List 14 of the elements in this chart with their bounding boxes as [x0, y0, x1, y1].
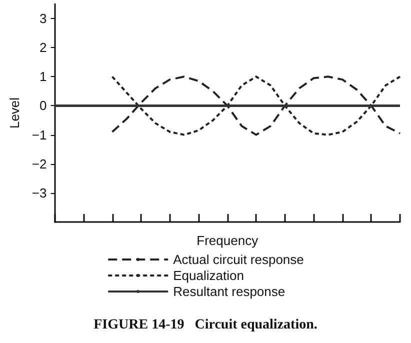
- y-tick-label: 2: [39, 40, 47, 56]
- y-tick-label: 3: [39, 11, 47, 26]
- text: FIGURE 14-19 Circuit equalization.: [94, 318, 318, 332]
- y-tick-label: −3: [32, 185, 47, 200]
- legend-label: Resultant response: [173, 284, 286, 299]
- y-tick-label: 0: [39, 98, 47, 114]
- y-axis-title: Level: [7, 97, 22, 129]
- x-axis-title: Frequency: [196, 233, 259, 248]
- y-tick-label: 1: [39, 69, 47, 84]
- y-tick-label: −2: [32, 156, 47, 172]
- line-series: [111, 76, 401, 136]
- legend-label: Actual circuit response: [173, 252, 304, 267]
- y-tick-label: −1: [32, 127, 47, 142]
- legend-label: Equalization: [173, 268, 244, 283]
